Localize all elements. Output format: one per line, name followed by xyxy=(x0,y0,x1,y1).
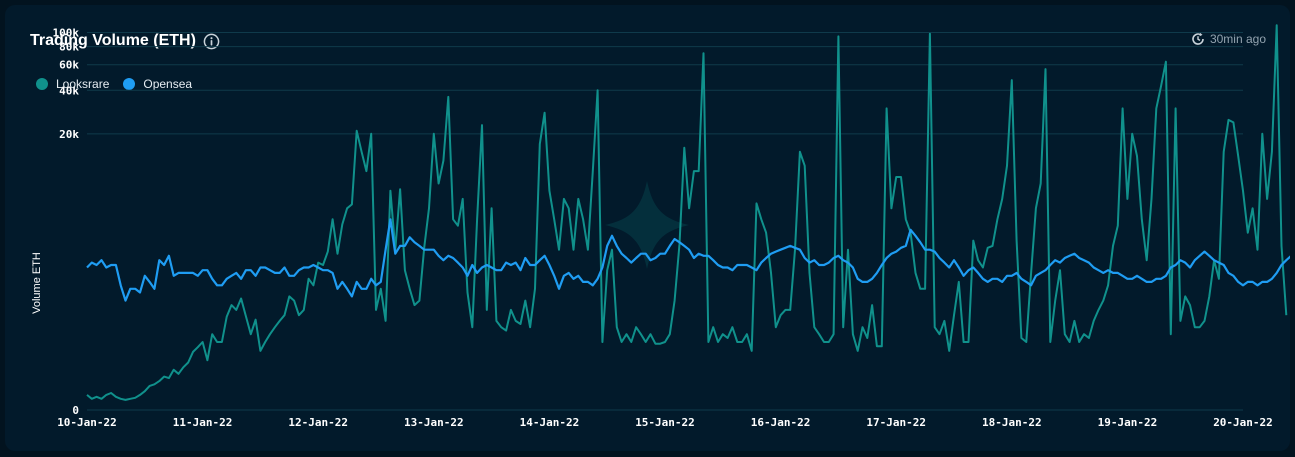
x-tick-label: 20-Jan-22 xyxy=(1213,416,1273,429)
updated-time: 30min ago xyxy=(1209,32,1266,46)
x-tick-label: 18-Jan-22 xyxy=(982,416,1042,429)
y-tick-label: 60k xyxy=(59,59,79,72)
looksrare-line xyxy=(86,24,1288,401)
x-tick-label: 19-Jan-22 xyxy=(1098,416,1158,429)
x-tick-label: 17-Jan-22 xyxy=(866,416,926,429)
watermark-logo xyxy=(605,181,689,269)
series-lines xyxy=(86,24,1290,401)
y-tick-label: 20k xyxy=(59,128,79,141)
chart-title: Trading Volume (ETH) xyxy=(30,32,196,49)
grid xyxy=(87,31,1243,411)
x-tick-label: 12-Jan-22 xyxy=(288,416,348,429)
y-tick-label: 100k xyxy=(53,26,80,39)
last-updated: 30min ago xyxy=(1191,32,1266,46)
y-tick-label: 40k xyxy=(59,84,79,97)
y-tick-label: 80k xyxy=(59,41,79,54)
x-tick-label: 10-Jan-22 xyxy=(57,416,117,429)
legend-label-opensea: Opensea xyxy=(143,77,193,91)
opensea-line xyxy=(86,218,1290,302)
legend-swatch-looksrare xyxy=(36,78,48,90)
x-axis: 10-Jan-22 11-Jan-22 12-Jan-22 13-Jan-22 14-J… xyxy=(57,416,1273,429)
legend-swatch-opensea xyxy=(123,78,136,90)
legend-item-looksrare[interactable]: Looksrare xyxy=(36,77,109,91)
legend-label-looksrare: Looksrare xyxy=(56,77,110,91)
title-row: Trading Volume (ETH) xyxy=(30,32,220,50)
x-tick-label: 13-Jan-22 xyxy=(404,416,464,429)
trading-volume-card: Trading Volume (ETH) 30min ago Looksrare… xyxy=(5,5,1290,451)
legend: Looksrare Opensea xyxy=(36,77,206,91)
y-axis-title: Volume ETH xyxy=(31,252,43,314)
x-tick-label: 14-Jan-22 xyxy=(520,416,580,429)
x-tick-label: 11-Jan-22 xyxy=(173,416,233,429)
y-tick-label: 0 xyxy=(72,404,79,417)
legend-item-opensea[interactable]: Opensea xyxy=(123,77,192,91)
refresh-clock-icon xyxy=(1192,32,1204,45)
x-tick-label: 15-Jan-22 xyxy=(635,416,695,429)
volume-chart: 0 20k 40k 60k 80k 100k 10-Jan-22 11-Jan-22 12-J… xyxy=(31,24,1290,429)
y-axis: 0 20k 40k 60k 80k 100k xyxy=(53,26,80,417)
x-tick-label: 16-Jan-22 xyxy=(751,416,811,429)
info-icon[interactable] xyxy=(203,33,220,50)
